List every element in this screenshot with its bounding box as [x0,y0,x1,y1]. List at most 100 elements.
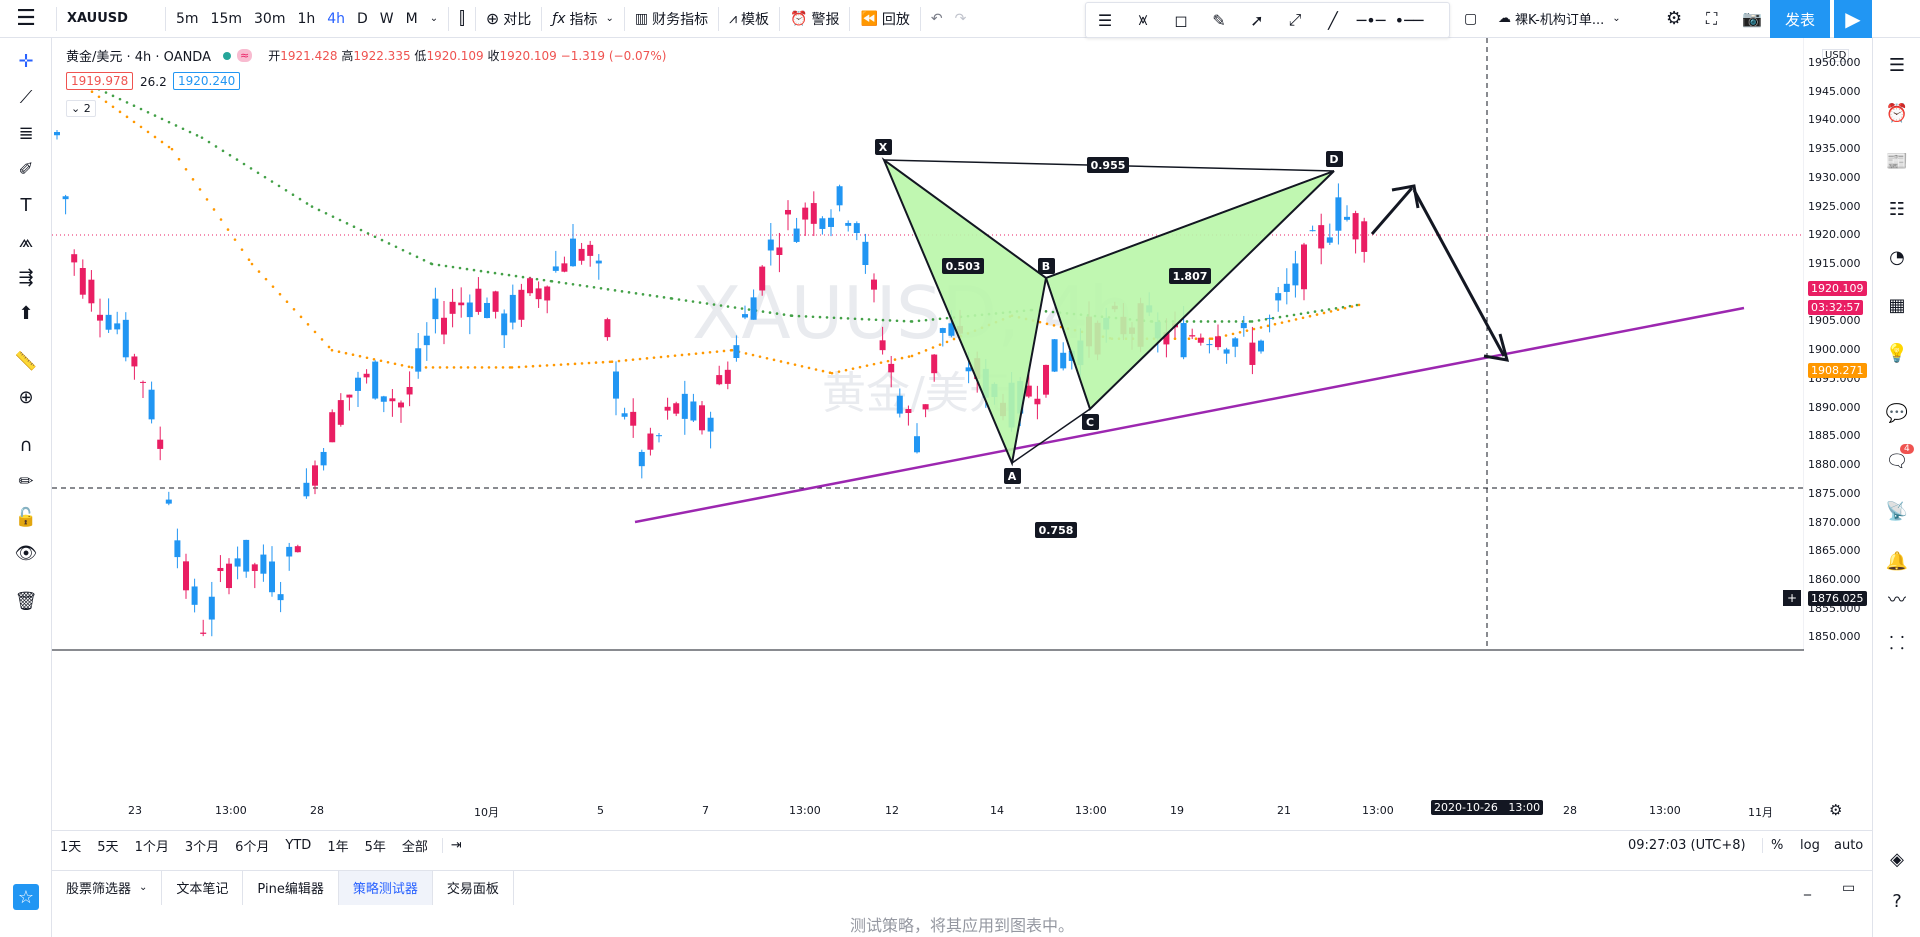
indicators-toggle[interactable]: ⌄ 2 [66,100,96,117]
order-panel-icon[interactable]: ⸬ [1889,633,1905,654]
publish-button[interactable]: 发表 [1770,0,1830,38]
help-icon[interactable]: ? [1892,890,1902,912]
replay-button[interactable]: ⏪ 回放 [854,0,915,38]
ray-tool-icon[interactable]: ⤢ [1288,10,1302,29]
streams-icon[interactable]: 📡 [1885,500,1909,522]
magnet-icon[interactable]: ∩ [19,434,33,456]
range-5y[interactable]: 5年 [364,840,386,855]
ideas-icon[interactable]: 💡 [1885,342,1909,364]
trash-icon[interactable]: 🗑 [14,590,38,612]
financials-button[interactable]: ▥ 财务指标 [629,0,714,38]
calendar-icon[interactable]: ▦ [1888,294,1906,316]
tab-notes[interactable]: 文本笔记 [162,870,244,905]
legend-title[interactable]: 黄金/美元 · 4h · OANDA [66,50,211,65]
alert-button[interactable]: ⏰ 警报 [784,0,845,38]
fib-lines-icon[interactable]: ≣ [18,122,34,144]
forecast-icon[interactable]: ⇶ [18,266,34,288]
alarm-clock-icon[interactable]: ⏰ [1885,102,1909,124]
bell-icon[interactable]: 🔔 [1885,550,1909,572]
templates-button[interactable]: ⩘ 模板 [723,0,775,38]
channel-icon[interactable]: ⩙ [1138,10,1148,29]
timeframe-4h[interactable]: 4h [327,10,346,27]
trendline-icon[interactable]: ⟋ [19,86,33,108]
brush-icon[interactable]: ✐ [18,158,34,180]
indicators-button[interactable]: ƒx 指标 ⌄ [546,0,620,38]
horizontal-lines-icon[interactable]: ☰ [1097,10,1113,30]
arrow-up-icon[interactable]: ⬆ [18,302,34,324]
maximize-icon[interactable]: ▭ [1842,879,1856,896]
axis-settings-gear-icon[interactable]: ⚙ [1829,801,1843,819]
chat-icon[interactable]: 💬 [1885,402,1909,424]
redo-icon[interactable]: ↷ [954,10,967,27]
range-1d[interactable]: 1天 [60,840,82,855]
undo-icon[interactable]: ↶ [930,10,943,27]
data-window-icon[interactable]: ☷ [1888,198,1906,220]
range-ytd[interactable]: YTD [285,838,312,853]
bid-price-box[interactable]: 1919.978 [66,72,134,90]
timeframe-M[interactable]: M [405,10,418,27]
lock-icon[interactable]: 🔓 [14,506,38,528]
range-all[interactable]: 全部 [401,840,428,855]
chart-area[interactable]: XAUUSD, 4h 黄金/美元 X A B C D 0.955 0.503 1… [52,38,1804,796]
timeframe-30m[interactable]: 30m [254,10,286,27]
play-circle-icon[interactable]: ▶ [1834,0,1872,38]
range-6m[interactable]: 6个月 [235,840,270,855]
timeframe-1h[interactable]: 1h [297,10,316,27]
timeframe-D[interactable]: D [357,10,368,27]
tab-trading-panel[interactable]: 交易面板 [433,870,514,905]
symbol-search[interactable]: XAUUSD [67,11,128,26]
ask-price-box[interactable]: 1920.240 [173,72,241,90]
timeframe-15m[interactable]: 15m [210,10,242,27]
crosshair-icon[interactable]: ✛ [18,50,34,72]
pen-tool-icon[interactable]: ✎ [1212,10,1226,30]
timeframe-5m[interactable]: 5m [176,10,199,27]
menu-icon[interactable]: ☰ [16,6,36,31]
news-icon[interactable]: 📰 [1885,150,1909,172]
camera-icon[interactable]: 📷 [1742,9,1762,28]
projection-arrow-up[interactable] [1370,187,1414,235]
timeframe-dropdown-icon[interactable]: ⌄ [429,13,439,24]
percent-scale[interactable]: % [1762,838,1791,853]
zoom-in-icon[interactable]: ⊕ [18,386,34,408]
timeframe-W[interactable]: W [379,10,394,27]
trendline-tool-icon[interactable]: ╱ [1328,10,1338,30]
pattern-triangle-bcd[interactable] [1044,170,1335,411]
range-3m[interactable]: 3个月 [184,840,220,855]
layout-menu[interactable]: ☁ 裸K-机构订单... ⌄ [1492,0,1627,38]
tab-pine-editor[interactable]: Pine编辑器 [243,870,339,905]
notifications-chat-icon[interactable]: 🗨 4 [1884,444,1914,474]
rectangle-tool-icon[interactable]: ◻ [1174,10,1188,30]
layers-icon[interactable]: ◈ [1890,848,1904,870]
horizontal-ray-tool-icon[interactable]: •── [1394,10,1424,30]
rectangle-select-icon[interactable]: ▢ [1464,10,1478,27]
auto-scale[interactable]: auto [1834,838,1864,853]
goto-date-icon[interactable]: ⇥ [441,838,470,853]
trading-icon[interactable]: 〰 [1888,590,1906,611]
candle-style-icon[interactable]: ⫿ [459,8,465,29]
fullscreen-icon[interactable]: ⛶ [1706,8,1718,28]
minimize-icon[interactable]: _ [1804,879,1811,896]
range-1y[interactable]: 1年 [327,840,349,855]
ma-dot [782,313,786,316]
eye-icon[interactable]: 👁 [14,542,38,564]
purple-trendline[interactable] [634,306,1745,524]
pattern-icon[interactable]: ⩕ [18,230,34,252]
arrow-tool-icon[interactable]: ➚ [1250,10,1264,30]
range-1m[interactable]: 1个月 [134,840,169,855]
log-scale[interactable]: log [1800,838,1820,853]
tab-strategy-tester[interactable]: 策略测试器 [338,870,433,905]
horizontal-line-tool-icon[interactable]: ─•─ [1356,10,1386,30]
text-icon[interactable]: T [20,194,32,216]
settings-gear-icon[interactable]: ⚙ [1666,8,1683,29]
pencil-lock-icon[interactable]: ✏ [18,470,34,492]
hotlist-icon[interactable]: ◔ [1889,246,1905,268]
watchlist-icon[interactable]: ☰ [1888,54,1906,76]
clock[interactable]: 09:27:03 (UTC+8) [1628,838,1746,853]
ruler-icon[interactable]: 📏 [14,350,38,372]
projection-arrow-down[interactable] [1412,189,1506,357]
tab-screener[interactable]: 股票筛选器 ⌄ [52,870,163,905]
star-icon[interactable]: ☆ [13,884,39,910]
range-5d[interactable]: 5天 [97,840,119,855]
crosshair-add-icon[interactable]: + [1783,590,1801,606]
compare-button[interactable]: ⊕ 对比 [480,0,537,38]
